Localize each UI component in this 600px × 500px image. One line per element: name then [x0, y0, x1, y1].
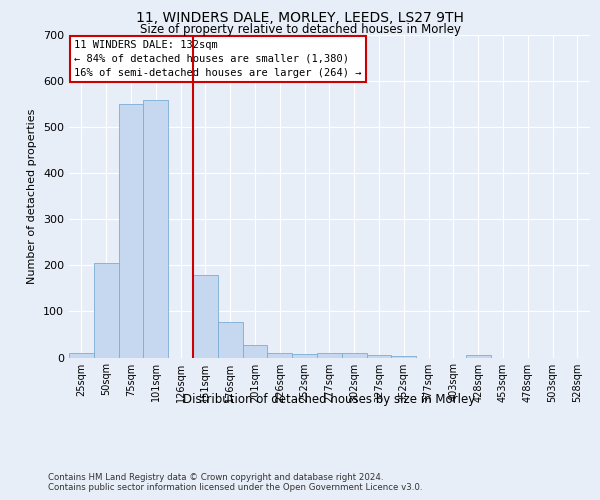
- Text: Size of property relative to detached houses in Morley: Size of property relative to detached ho…: [139, 22, 461, 36]
- Bar: [193, 274, 218, 357]
- Text: 11 WINDERS DALE: 132sqm
← 84% of detached houses are smaller (1,380)
16% of semi: 11 WINDERS DALE: 132sqm ← 84% of detache…: [74, 40, 362, 78]
- Bar: [143, 100, 168, 358]
- Bar: [317, 353, 342, 358]
- Bar: [94, 263, 119, 358]
- Bar: [342, 353, 367, 358]
- Y-axis label: Number of detached properties: Number of detached properties: [28, 108, 37, 284]
- Bar: [466, 355, 491, 358]
- Text: Contains HM Land Registry data © Crown copyright and database right 2024.: Contains HM Land Registry data © Crown c…: [48, 472, 383, 482]
- Bar: [268, 353, 292, 358]
- Bar: [292, 354, 317, 358]
- Bar: [119, 104, 143, 358]
- Bar: [218, 322, 242, 358]
- Text: Contains public sector information licensed under the Open Government Licence v3: Contains public sector information licen…: [48, 483, 422, 492]
- Bar: [367, 355, 391, 358]
- Bar: [69, 353, 94, 358]
- Bar: [242, 344, 268, 358]
- Bar: [391, 356, 416, 358]
- Text: 11, WINDERS DALE, MORLEY, LEEDS, LS27 9TH: 11, WINDERS DALE, MORLEY, LEEDS, LS27 9T…: [136, 11, 464, 25]
- Text: Distribution of detached houses by size in Morley: Distribution of detached houses by size …: [182, 392, 475, 406]
